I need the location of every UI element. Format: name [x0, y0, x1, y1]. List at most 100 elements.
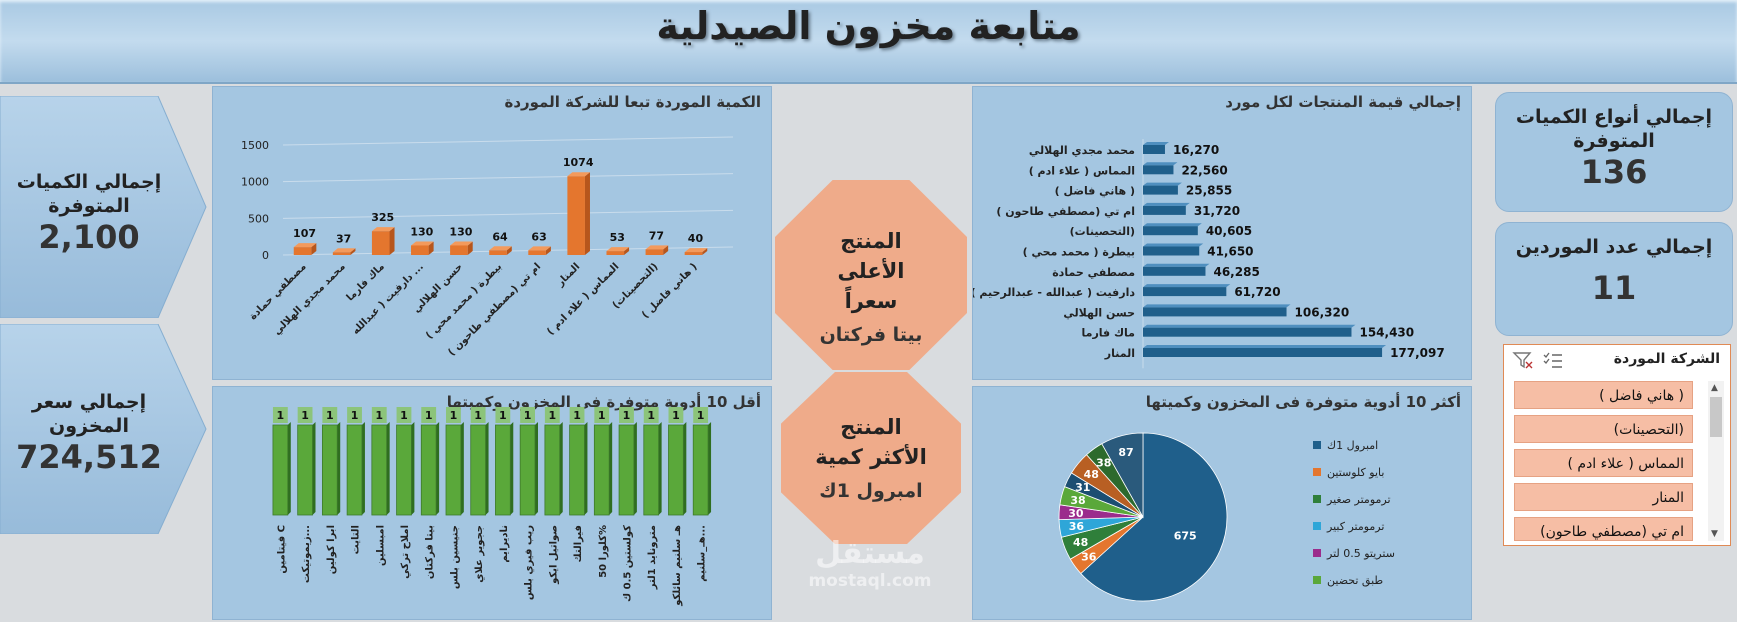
bar-side [460, 422, 464, 515]
data-label: 1 [400, 409, 408, 422]
bar [618, 424, 635, 516]
bar [1143, 327, 1352, 337]
scroll-down-icon[interactable]: ▼ [1711, 529, 1718, 539]
bar-top [606, 247, 630, 252]
header-bar: متابعة مخزون الصيدلية [0, 0, 1737, 84]
x-tick-label: ججوير علاي [474, 525, 485, 583]
legend-swatch [1313, 441, 1321, 449]
slicer-item[interactable]: (التحصينات) [1514, 415, 1693, 443]
pie-slice [1101, 432, 1144, 519]
top-meds-title: أكثر 10 أدوية متوفرة فى المخزون وكميتها [1145, 393, 1461, 411]
legend-swatch [1313, 468, 1321, 476]
legend-swatch [1313, 549, 1321, 557]
scroll-up-icon[interactable]: ▲ [1711, 383, 1718, 393]
data-label: 1 [598, 409, 606, 422]
supplier-slicer[interactable]: الشركة الموردة ( هاني فاضل ) (التحصينات)… [1503, 344, 1731, 546]
bar [371, 231, 390, 255]
data-label: 16,270 [1173, 143, 1219, 157]
data-label: 1 [647, 409, 655, 422]
x-tick-label: فيرالتك [573, 525, 584, 562]
suppliers-label: إجمالي عدد الموردين [1515, 236, 1713, 258]
bar [411, 245, 429, 255]
bar-side [510, 422, 514, 515]
x-tick-label: بيطرة ( محمد محي ) [424, 261, 504, 341]
slicer-item[interactable]: المنار [1514, 483, 1693, 511]
bar-top [371, 227, 395, 232]
data-label: 106,320 [1295, 305, 1350, 319]
supplied-qty-title: الكمية الموردة تبعا للشركة الموردة [504, 93, 761, 111]
bar-side [506, 246, 512, 255]
bar-top [645, 245, 669, 250]
data-label: 48 [1073, 536, 1088, 549]
bar [1143, 266, 1206, 276]
bar-side [584, 422, 588, 515]
bar-top [1143, 263, 1210, 267]
top-price-value: بيتا فركتان [819, 324, 923, 346]
gridline [282, 173, 734, 183]
top-qty-badge: المنتج الأكثر كمية امبرول 1ك [781, 372, 961, 544]
y-tick-label: 0 [262, 249, 269, 262]
y-tick-label: ماك فارما [1082, 327, 1135, 340]
bar [684, 252, 703, 255]
bar-side [337, 422, 341, 515]
data-label: 177,097 [1390, 346, 1445, 360]
y-tick-label: محمد مجدي الهلالي [1029, 144, 1135, 157]
total-qty-value: 2,100 [38, 218, 140, 256]
bar [1143, 287, 1227, 297]
lowest-meds-title: أقل 10 أدوية متوفرة فى المخزون وكميتها [446, 393, 761, 411]
data-label: 107 [293, 227, 316, 240]
data-label-box [396, 407, 412, 423]
bar-side [624, 247, 630, 255]
data-label-box [619, 407, 634, 423]
watermark: مستقل mostaql.com [790, 536, 950, 591]
data-label: 1 [548, 409, 556, 422]
slicer-scrollbar[interactable]: ▲ ▼ [1708, 381, 1724, 541]
bar-side [535, 422, 538, 515]
pie-slice [1080, 432, 1228, 602]
data-label-box [668, 407, 684, 423]
data-label: 1 [474, 409, 482, 422]
bar-side [361, 422, 365, 515]
bar-top [332, 248, 356, 253]
scroll-thumb[interactable] [1710, 397, 1722, 437]
bar [489, 250, 507, 255]
bar-top [293, 243, 317, 248]
gridline [282, 136, 734, 146]
bar-side [702, 248, 708, 255]
bar [668, 424, 684, 516]
data-label-box [322, 407, 338, 423]
data-label: 37 [336, 232, 351, 245]
lowest-meds-chart: 1 فيتامين C 1 زيموتيكت... 1 ابرا كولين 1 التايت… [272, 407, 712, 607]
data-label: 38 [1070, 494, 1085, 507]
legend-label: ترمومتر صغير [1326, 493, 1391, 506]
data-label: 25,855 [1186, 184, 1232, 198]
bar [528, 250, 546, 255]
y-tick-label: بيطرة ( محمد محي ) [1023, 246, 1135, 259]
data-label-box [520, 407, 535, 423]
data-label: 22,560 [1181, 163, 1227, 177]
slicer-item[interactable]: ام تي (مصطفي طاحون) [1514, 517, 1693, 541]
x-tick-label: ماك فارما [345, 261, 387, 303]
data-label-box [544, 407, 560, 423]
bar [1143, 165, 1174, 175]
data-label: 1 [301, 409, 309, 422]
bar-side [312, 422, 316, 515]
y-tick-label: 1000 [241, 176, 269, 189]
bar-top [684, 248, 708, 253]
top-price-label: المنتج الأعلى سعراً [837, 229, 905, 313]
data-label: 46,285 [1213, 265, 1259, 279]
lowest-meds-panel: أقل 10 أدوية متوفرة فى المخزون وكميتها 1… [212, 386, 772, 620]
slicer-item[interactable]: المماس ( علاء ادم ) [1514, 449, 1693, 477]
x-tick-label: ابرا كولين [326, 525, 337, 574]
bar [645, 249, 664, 255]
multi-select-icon[interactable] [1542, 351, 1564, 369]
top-price-badge: المنتج الأعلى سعراً بيتا فركتان [775, 180, 967, 370]
bar-side [287, 422, 291, 515]
clear-filter-icon[interactable] [1512, 351, 1534, 369]
total-price-kpi: إجمالي سعر المخزون 724,512 [4, 390, 174, 476]
y-tick-label: حسن الهلالي [1063, 306, 1135, 319]
slicer-item[interactable]: ( هاني فاضل ) [1514, 381, 1693, 409]
bar [272, 424, 289, 516]
data-label: 675 [1174, 530, 1197, 543]
